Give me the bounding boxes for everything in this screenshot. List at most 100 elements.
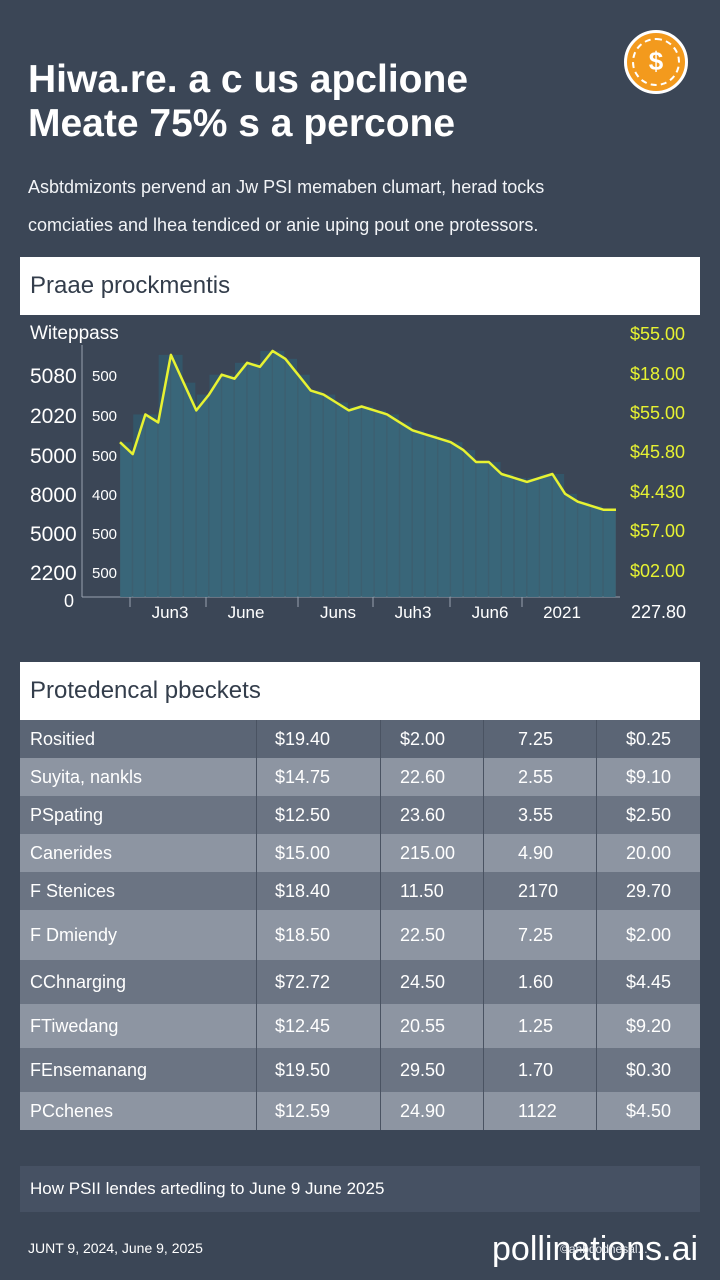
x-tick-label: Jun3: [152, 603, 189, 622]
right-axis-label: $02.00: [630, 561, 685, 581]
table-row: CChnarging $72.72 24.50 1.60 $4.45: [20, 960, 700, 1004]
right-axis-label: $45.80: [630, 442, 685, 462]
column-separator: [380, 1004, 381, 1048]
table-cell: $4.45: [626, 972, 672, 992]
column-separator: [380, 960, 381, 1004]
area-fill: [120, 350, 616, 597]
row-label: FEnsemanang: [30, 1060, 148, 1080]
watermark-caption: ©anbdodnesal...: [560, 1242, 648, 1256]
table-cell: $12.50: [275, 805, 331, 825]
table-cell: 1.70: [518, 1060, 554, 1080]
column-separator: [256, 834, 257, 872]
column-separator: [596, 910, 597, 960]
series-line: [119, 349, 616, 511]
y-tick-label-outer: 2200: [30, 562, 77, 585]
row-label: F Dmiendy: [30, 925, 118, 945]
x-tick-label: 2021: [543, 603, 581, 622]
y-tick-label-inner: 500: [92, 408, 117, 425]
column-separator: [483, 960, 484, 1004]
table-cell: 24.50: [400, 972, 446, 992]
row-label: FTiwedang: [30, 1016, 119, 1036]
dollar-badge-icon: $: [624, 30, 688, 94]
column-separator: [596, 796, 597, 834]
table-cell: 2170: [518, 881, 559, 901]
table-cell: 11.50: [400, 881, 444, 901]
column-separator: [380, 872, 381, 910]
table-cell: 23.60: [400, 805, 446, 825]
column-separator: [596, 872, 597, 910]
column-separator: [380, 834, 381, 872]
table-cell: 22.50: [400, 925, 446, 945]
right-axis-label: $55.00: [630, 403, 685, 423]
table-cell: 29.50: [400, 1060, 446, 1080]
column-separator: [483, 1004, 484, 1048]
table-row: F Dmiendy $18.50 22.50 7.25 $2.00: [20, 910, 700, 960]
right-axis-label: $18.00: [630, 364, 685, 384]
subtitle-line-1: Asbtdmizonts pervend an Jw PSI memaben c…: [28, 177, 545, 197]
column-separator: [596, 758, 597, 796]
x-tick-label: Jun6: [472, 603, 509, 622]
table-cell: 29.70: [626, 881, 672, 901]
column-separator: [256, 1048, 257, 1092]
footer-note: How PSII lendes artedling to June 9 June…: [30, 1179, 385, 1198]
column-separator: [256, 960, 257, 1004]
column-separator: [256, 872, 257, 910]
chart-panel: Praae prockmentis Witeppass 5080 2020 5000 8…: [20, 257, 700, 629]
column-separator: [483, 758, 484, 796]
table-row: Rositied $19.40 $2.00 7.25 $0.25: [20, 720, 700, 758]
right-axis-label: $4.430: [630, 482, 685, 502]
y-tick-label-outer: 5080: [30, 365, 77, 388]
x-tick-label: Juh3: [395, 603, 432, 622]
table-cell: $0.25: [626, 729, 672, 749]
row-label: PSpating: [30, 805, 104, 825]
table-cell: $9.20: [626, 1016, 672, 1036]
table-row: PSpating $12.50 23.60 3.55 $2.50: [20, 796, 700, 834]
table-cell: 1.60: [518, 972, 554, 992]
column-separator: [256, 720, 257, 758]
table-cell: $19.50: [275, 1060, 331, 1080]
table-cell: $2.00: [626, 925, 672, 945]
table-cell: $18.50: [275, 925, 331, 945]
table-row: F Stenices $18.40 11.50 2170 29.70: [20, 872, 700, 910]
y-tick-label-inner: 500: [92, 565, 117, 582]
table-cell: $2.00: [400, 729, 446, 749]
row-label: Canerides: [30, 843, 113, 863]
price-chart: Witeppass5080202050008000500022005005005…: [30, 323, 686, 622]
table-cell: $0.30: [626, 1060, 672, 1080]
x-end-label: 227.80: [631, 602, 686, 622]
table-cell: 1122: [518, 1101, 557, 1121]
column-separator: [256, 796, 257, 834]
chart-title: Praae prockmentis: [20, 257, 700, 315]
table-row: FTiwedang $12.45 20.55 1.25 $9.20: [20, 1004, 700, 1048]
table-cell: $12.45: [275, 1016, 331, 1036]
dollar-icon: $: [648, 46, 664, 76]
table-cell: 20.00: [626, 843, 672, 863]
column-separator: [483, 872, 484, 910]
table-cell: $72.72: [275, 972, 331, 992]
origin-label: 0: [64, 591, 74, 611]
column-separator: [483, 720, 484, 758]
table-cell: 22.60: [400, 767, 446, 787]
table-cell: 2.55: [518, 767, 554, 787]
table-title: Protedencal pbeckets: [20, 662, 700, 720]
right-axis-label: $57.00: [630, 521, 685, 541]
table-cell: 215.00: [400, 843, 456, 863]
column-separator: [380, 758, 381, 796]
column-separator: [483, 834, 484, 872]
right-axis-label: $55.00: [630, 324, 685, 344]
column-separator: [596, 1092, 597, 1130]
column-separator: [483, 1048, 484, 1092]
table-cell: $4.50: [626, 1101, 672, 1121]
table-cell: 1.25: [518, 1016, 554, 1036]
table-cell: $15.00: [275, 843, 331, 863]
row-label: Rositied: [30, 729, 96, 749]
column-separator: [256, 758, 257, 796]
y-tick-label-inner: 500: [92, 526, 117, 543]
y-tick-label-outer: 8000: [30, 484, 77, 507]
badge-ring: [632, 38, 680, 86]
column-separator: [256, 910, 257, 960]
column-separator: [596, 1004, 597, 1048]
column-separator: [380, 910, 381, 960]
table-row: FEnsemanang $19.50 29.50 1.70 $0.30: [20, 1048, 700, 1092]
column-separator: [596, 1048, 597, 1092]
